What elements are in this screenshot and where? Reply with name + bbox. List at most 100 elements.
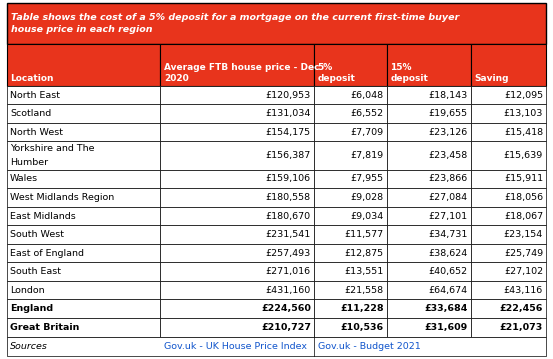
Bar	[160, 141, 314, 170]
Bar	[387, 141, 471, 170]
Bar	[471, 244, 546, 262]
Bar	[471, 299, 546, 318]
Bar	[314, 86, 387, 104]
Bar	[471, 104, 546, 123]
Bar	[7, 86, 160, 104]
Bar	[314, 188, 387, 207]
Text: £6,552: £6,552	[351, 109, 384, 118]
Text: £23,126: £23,126	[428, 127, 467, 136]
Bar	[387, 225, 471, 244]
Text: £120,953: £120,953	[265, 90, 311, 99]
Text: East Midlands: East Midlands	[10, 211, 76, 220]
Text: 15%
deposit: 15% deposit	[390, 64, 429, 83]
Text: £159,106: £159,106	[266, 174, 311, 183]
Text: £21,073: £21,073	[500, 323, 543, 332]
Bar	[314, 225, 387, 244]
Bar	[314, 244, 387, 262]
Bar	[160, 262, 314, 281]
Text: £34,731: £34,731	[428, 230, 467, 239]
Text: Great Britain: Great Britain	[10, 323, 79, 332]
Bar	[160, 170, 314, 188]
Bar	[160, 299, 314, 318]
Text: £131,034: £131,034	[265, 109, 311, 118]
Bar	[7, 225, 160, 244]
Text: East of England: East of England	[10, 248, 84, 258]
Text: £12,095: £12,095	[504, 90, 543, 99]
Text: £18,056: £18,056	[504, 193, 543, 202]
Bar	[471, 262, 546, 281]
Text: £15,911: £15,911	[504, 174, 543, 183]
Bar	[7, 123, 160, 141]
Text: £13,551: £13,551	[345, 267, 384, 276]
Bar	[160, 86, 314, 104]
Bar	[7, 262, 160, 281]
Bar	[387, 262, 471, 281]
Text: £27,102: £27,102	[504, 267, 543, 276]
Bar	[387, 188, 471, 207]
Bar	[7, 318, 160, 336]
Bar	[160, 281, 314, 299]
Text: £23,458: £23,458	[428, 151, 467, 160]
Bar	[387, 123, 471, 141]
Text: Scotland: Scotland	[10, 109, 51, 118]
Bar	[160, 244, 314, 262]
Bar	[314, 318, 387, 336]
Text: Wales: Wales	[10, 174, 38, 183]
Text: £180,558: £180,558	[266, 193, 311, 202]
Bar	[471, 170, 546, 188]
Text: £23,866: £23,866	[428, 174, 467, 183]
Bar	[471, 225, 546, 244]
Bar	[387, 104, 471, 123]
Text: £156,387: £156,387	[265, 151, 311, 160]
Text: West Midlands Region: West Midlands Region	[10, 193, 114, 202]
Text: £19,655: £19,655	[429, 109, 467, 118]
Bar	[160, 225, 314, 244]
Text: £12,875: £12,875	[345, 248, 384, 258]
Bar	[471, 188, 546, 207]
Text: 5%
deposit: 5% deposit	[317, 64, 356, 83]
Text: Average FTB house price - Dec
2020: Average FTB house price - Dec 2020	[164, 64, 319, 83]
Text: £23,154: £23,154	[504, 230, 543, 239]
Bar	[387, 244, 471, 262]
Bar	[160, 123, 314, 141]
Text: £9,034: £9,034	[351, 211, 384, 220]
Bar	[7, 281, 160, 299]
Text: £15,639: £15,639	[504, 151, 543, 160]
Text: £64,674: £64,674	[429, 286, 467, 295]
Text: £38,624: £38,624	[428, 248, 467, 258]
Text: Humber: Humber	[10, 158, 48, 167]
Bar	[387, 44, 471, 86]
Text: £43,116: £43,116	[504, 286, 543, 295]
Bar	[387, 86, 471, 104]
Text: £9,028: £9,028	[351, 193, 384, 202]
Text: £21,558: £21,558	[345, 286, 384, 295]
Text: £31,609: £31,609	[424, 323, 467, 332]
Text: £11,577: £11,577	[345, 230, 384, 239]
Bar	[471, 123, 546, 141]
Bar	[314, 123, 387, 141]
Bar	[471, 44, 546, 86]
Bar	[7, 244, 160, 262]
Text: £271,016: £271,016	[266, 267, 311, 276]
Bar	[387, 299, 471, 318]
Text: £210,727: £210,727	[261, 323, 311, 332]
Bar	[387, 170, 471, 188]
Bar	[160, 44, 314, 86]
Bar	[160, 318, 314, 336]
Text: Yorkshire and The: Yorkshire and The	[10, 144, 95, 153]
Text: £224,560: £224,560	[261, 304, 311, 313]
Text: £27,084: £27,084	[429, 193, 467, 202]
Bar	[7, 141, 160, 170]
Bar	[471, 318, 546, 336]
Text: England: England	[10, 304, 53, 313]
Text: South West: South West	[10, 230, 64, 239]
Text: £154,175: £154,175	[266, 127, 311, 136]
Text: Location: Location	[10, 74, 54, 83]
Text: Sources: Sources	[10, 342, 48, 351]
Bar	[314, 299, 387, 318]
Text: £40,652: £40,652	[429, 267, 467, 276]
Bar	[160, 207, 314, 225]
Bar	[7, 44, 160, 86]
Bar	[471, 207, 546, 225]
Text: £231,541: £231,541	[265, 230, 311, 239]
